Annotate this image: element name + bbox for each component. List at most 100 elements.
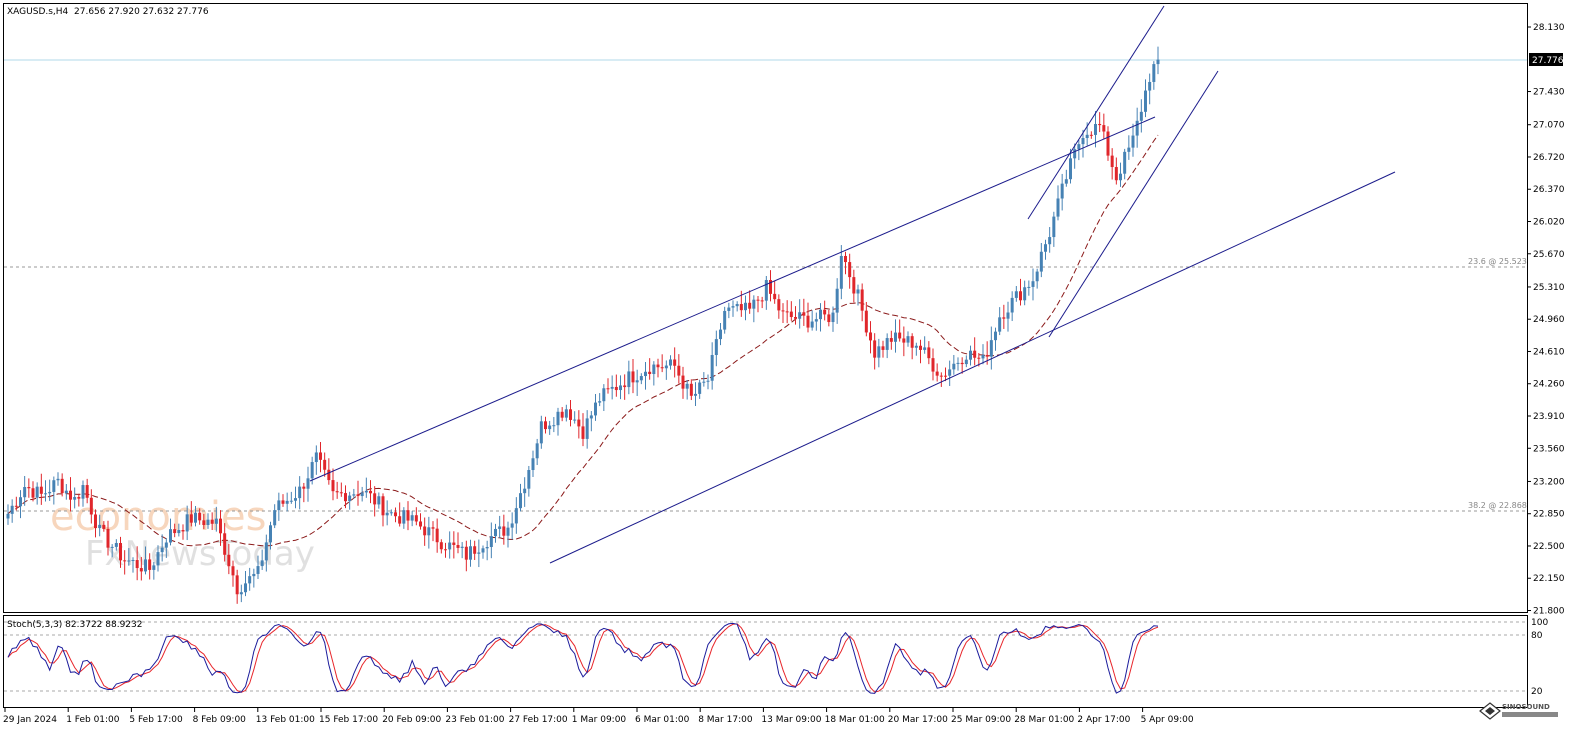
- candle: [823, 300, 827, 321]
- candle: [760, 296, 764, 309]
- candle: [927, 341, 931, 365]
- candle: [156, 545, 160, 572]
- candle: [856, 284, 860, 306]
- candle: [864, 301, 868, 337]
- candle: [48, 479, 52, 501]
- reference-lines: [4, 59, 1527, 512]
- candle: [139, 556, 143, 581]
- candle: [269, 521, 272, 550]
- candle: [873, 333, 877, 370]
- candle: [239, 584, 243, 603]
- ohlc-readout: 27.656 27.920 27.632 27.776: [74, 7, 209, 17]
- candle: [798, 299, 802, 329]
- price-tick-label: 26.370: [1533, 185, 1565, 195]
- candle: [439, 539, 443, 554]
- candle: [731, 300, 735, 317]
- candle: [944, 367, 947, 382]
- candle: [64, 484, 68, 500]
- candle: [306, 466, 310, 502]
- candle: [710, 342, 714, 390]
- candle: [106, 520, 110, 556]
- candle: [248, 567, 252, 591]
- candle: [702, 372, 706, 387]
- candle: [460, 542, 464, 559]
- candle: [806, 302, 810, 333]
- price-tick-label: 23.560: [1533, 444, 1565, 454]
- candle: [756, 296, 760, 313]
- candle: [377, 492, 381, 509]
- candle: [335, 481, 339, 499]
- stoch-level-80: 80: [1531, 631, 1543, 641]
- candle: [677, 354, 681, 384]
- candle: [673, 347, 677, 378]
- candle: [202, 513, 206, 530]
- candle: [456, 532, 460, 554]
- candle: [194, 506, 197, 527]
- candle: [939, 372, 943, 387]
- candle: [764, 275, 768, 310]
- price-tick-label: 25.310: [1533, 283, 1565, 293]
- candle: [223, 523, 227, 562]
- time-tick-label: 8 Feb 09:00: [193, 715, 247, 725]
- candle: [452, 531, 456, 559]
- candle: [160, 534, 164, 562]
- candle: [969, 345, 972, 366]
- candle: [1156, 46, 1160, 75]
- candle: [906, 331, 910, 347]
- time-tick-label: 2 Apr 17:00: [1077, 715, 1130, 725]
- candle: [1144, 79, 1147, 118]
- candle: [60, 473, 64, 497]
- candle: [81, 480, 85, 507]
- candle: [819, 303, 822, 332]
- candle: [69, 477, 72, 512]
- candle: [231, 560, 235, 587]
- candle: [1106, 126, 1110, 161]
- candle: [35, 482, 39, 505]
- candle: [385, 500, 389, 526]
- candle: [177, 523, 181, 537]
- candle: [623, 374, 627, 400]
- candle: [119, 536, 122, 568]
- candle: [1010, 291, 1014, 322]
- time-tick-label: 5 Feb 17:00: [129, 715, 183, 725]
- candle: [198, 508, 202, 525]
- candle: [585, 410, 589, 449]
- price-tick-label: 24.960: [1533, 315, 1565, 325]
- candle: [1102, 113, 1106, 140]
- candle: [402, 507, 406, 529]
- candle: [556, 407, 560, 436]
- candle: [660, 354, 664, 373]
- sinosound-logo: SINOSOUND: [1479, 702, 1558, 720]
- candle: [514, 497, 518, 534]
- candle: [494, 523, 497, 543]
- candle: [573, 411, 577, 424]
- candle: [1060, 173, 1064, 211]
- candle: [94, 509, 97, 538]
- candle: [256, 555, 260, 579]
- candle: [1073, 143, 1077, 169]
- candle: [810, 310, 814, 331]
- candle: [394, 507, 397, 523]
- candle: [348, 491, 352, 510]
- candle: [252, 568, 256, 588]
- candle: [1127, 135, 1131, 160]
- candle: [814, 312, 818, 331]
- candle: [281, 494, 285, 507]
- candle: [902, 326, 906, 357]
- candle: [577, 410, 581, 439]
- candle: [548, 420, 552, 435]
- candle: [410, 511, 414, 527]
- candle: [898, 319, 902, 342]
- candle: [364, 477, 368, 498]
- time-tick-label: 13 Feb 01:00: [256, 715, 315, 725]
- candle: [473, 540, 477, 560]
- candle: [594, 393, 597, 421]
- candle: [73, 487, 77, 509]
- time-tick-label: 5 Apr 09:00: [1141, 715, 1194, 725]
- candle: [848, 253, 852, 289]
- candle: [694, 382, 697, 406]
- time-tick-label: 6 Mar 01:00: [635, 715, 690, 725]
- candle: [531, 450, 535, 477]
- time-tick-label: 15 Feb 17:00: [319, 715, 378, 725]
